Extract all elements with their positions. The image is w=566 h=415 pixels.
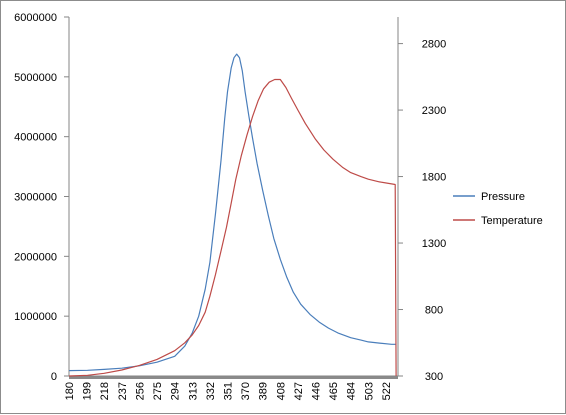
y-left-tick-label: 0: [51, 371, 57, 383]
x-tick-label: 465: [328, 382, 340, 400]
y-left-tick-label: 1000000: [14, 311, 57, 323]
x-tick-label: 389: [258, 382, 270, 400]
x-tick-label: 256: [134, 382, 146, 400]
x-tick-label: 294: [170, 382, 182, 400]
y-right-tick-label: 2800: [422, 39, 446, 51]
y-right-tick-label: 300: [425, 371, 443, 383]
x-tick-label: 180: [64, 382, 76, 400]
series-line-temperature: [68, 78, 397, 377]
axes-group: 0 1000000 2000000 3000000 4000000 5000000 6000…: [14, 12, 446, 400]
legend: Pressure Temperature: [453, 191, 543, 227]
y-left-tick-label: 5000000: [14, 72, 57, 84]
x-tick-label: 332: [205, 382, 217, 400]
x-tick-label: 237: [117, 382, 129, 400]
legend-label-temperature: Temperature: [481, 215, 543, 227]
y-left-tick-label: 3000000: [14, 192, 57, 204]
x-tick-label: 275: [152, 382, 164, 400]
x-tick-label: 199: [82, 382, 94, 400]
x-tick-label: 446: [311, 382, 323, 400]
y-right-tick-label: 1300: [422, 238, 446, 250]
y-left-tick-label: 6000000: [14, 12, 57, 24]
y-right-tick-label: 2300: [422, 105, 446, 117]
y-left-tick-label: 4000000: [14, 132, 57, 144]
x-axis-tick-band: [69, 376, 398, 379]
x-tick-label: 408: [275, 382, 287, 400]
legend-label-pressure: Pressure: [481, 191, 525, 203]
y-right-tick-label: 1800: [422, 172, 446, 184]
x-tick-label: 427: [293, 382, 305, 400]
x-tick-label: 522: [381, 382, 393, 400]
series-layer: [68, 53, 397, 377]
x-tick-label: 351: [222, 382, 234, 400]
y-left-tick-label: 2000000: [14, 251, 57, 263]
x-tick-label: 218: [99, 382, 111, 400]
y-right-tick-label: 800: [425, 305, 443, 317]
x-tick-label: 370: [240, 382, 252, 400]
series-line-pressure: [68, 53, 397, 372]
x-tick-label: 503: [363, 382, 375, 400]
x-tick-label: 484: [346, 382, 358, 400]
x-tick-label: 313: [187, 382, 199, 400]
